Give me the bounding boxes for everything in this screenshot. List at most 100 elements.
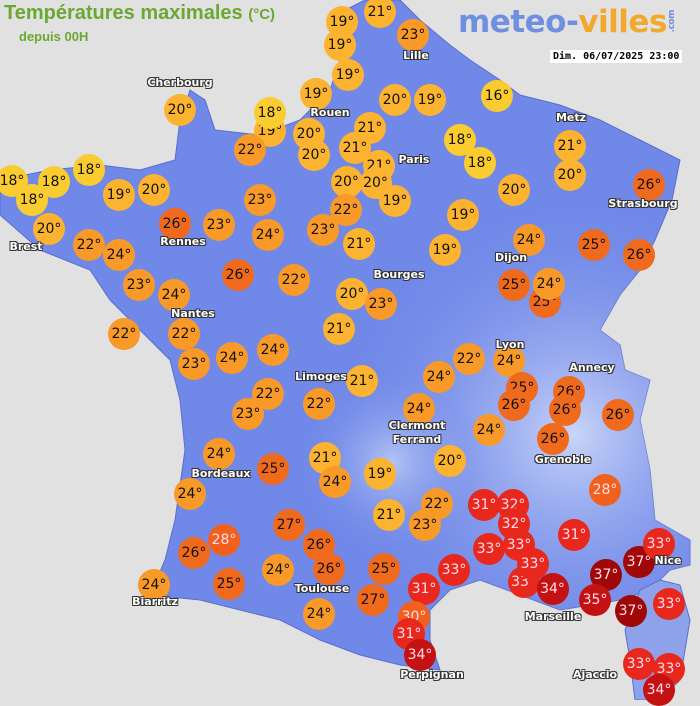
temperature-marker[interactable]: 19° bbox=[324, 29, 356, 61]
temperature-marker[interactable]: 20° bbox=[359, 167, 392, 199]
temperature-marker[interactable]: 23° bbox=[203, 209, 235, 241]
temperature-marker[interactable]: 22° bbox=[108, 318, 140, 350]
temperature-marker[interactable]: 26° bbox=[313, 553, 345, 585]
temperature-marker[interactable]: 24° bbox=[158, 279, 190, 311]
temperature-marker[interactable]: 20° bbox=[138, 174, 170, 206]
temperature-marker[interactable]: 22° bbox=[278, 264, 310, 296]
temperature-marker[interactable]: 24° bbox=[403, 393, 435, 425]
temperature-marker[interactable]: 24° bbox=[138, 569, 170, 601]
temperature-marker[interactable]: 20° bbox=[330, 166, 363, 198]
temperature-marker[interactable]: 24° bbox=[423, 361, 455, 393]
temperature-marker[interactable]: 19° bbox=[300, 78, 332, 110]
temperature-marker[interactable]: 26° bbox=[159, 208, 191, 240]
temperature-marker[interactable]: 19° bbox=[103, 179, 135, 211]
temperature-marker[interactable]: 24° bbox=[303, 598, 335, 630]
temperature-marker[interactable]: 25° bbox=[498, 269, 530, 301]
temperature-marker[interactable]: 20° bbox=[554, 159, 586, 191]
temperature-marker[interactable]: 21° bbox=[343, 228, 375, 260]
temperature-marker[interactable]: 18° bbox=[38, 166, 70, 199]
temperature-marker[interactable]: 21° bbox=[373, 499, 405, 531]
temperature-marker[interactable]: 22° bbox=[73, 229, 105, 261]
temperature-marker[interactable]: 20° bbox=[379, 84, 411, 116]
temperature-marker[interactable]: 25° bbox=[368, 553, 400, 585]
temperature-marker[interactable]: 37° bbox=[615, 595, 647, 627]
temperature-marker[interactable]: 23° bbox=[244, 184, 276, 216]
temperature-marker[interactable]: 21° bbox=[323, 313, 355, 345]
temperature-marker[interactable]: 16° bbox=[481, 80, 513, 112]
temperature-marker[interactable]: 34° bbox=[536, 573, 569, 605]
temperature-marker[interactable]: 23° bbox=[307, 214, 339, 246]
temperature-marker[interactable]: 33° bbox=[643, 527, 675, 560]
temperature-marker[interactable]: 23° bbox=[409, 509, 441, 541]
temperature-marker[interactable]: 24° bbox=[252, 219, 284, 251]
temperature-marker[interactable]: 24° bbox=[174, 478, 206, 510]
temperature-marker[interactable]: 23° bbox=[365, 288, 397, 320]
temperature-marker[interactable]: 18° bbox=[73, 154, 105, 186]
temperature-marker[interactable]: 34° bbox=[404, 639, 436, 671]
temperature-marker[interactable]: 33° bbox=[653, 588, 685, 620]
temperature-marker[interactable]: 23° bbox=[232, 398, 264, 430]
temperature-marker[interactable]: 18° bbox=[16, 184, 48, 217]
temperature-marker[interactable]: 24° bbox=[493, 345, 525, 377]
temperature-marker[interactable]: 24° bbox=[103, 239, 135, 271]
temperature-marker[interactable]: 18° bbox=[0, 164, 28, 197]
temperature-marker[interactable]: 22° bbox=[303, 388, 335, 420]
temperature-marker[interactable]: 22° bbox=[234, 134, 266, 166]
temperature-marker[interactable]: 33° bbox=[623, 648, 655, 680]
temperature-marker[interactable]: 20° bbox=[336, 278, 368, 310]
temperature-marker[interactable]: 20° bbox=[164, 94, 196, 126]
temperature-marker[interactable]: 19° bbox=[447, 199, 479, 231]
temperature-marker[interactable]: 18° bbox=[464, 147, 496, 179]
temperature-marker[interactable]: 24° bbox=[319, 466, 351, 498]
temperature-marker[interactable]: 24° bbox=[473, 414, 505, 446]
temperature-marker[interactable]: 27° bbox=[357, 584, 389, 616]
temperature-marker[interactable]: 22° bbox=[453, 343, 485, 375]
temperature-marker[interactable]: 19° bbox=[379, 185, 411, 217]
temperature-marker[interactable]: 19° bbox=[429, 234, 461, 266]
temperature-marker[interactable]: 26° bbox=[623, 239, 655, 271]
temperature-marker[interactable]: 24° bbox=[203, 438, 235, 470]
temperature-marker[interactable]: 25° bbox=[578, 229, 610, 261]
temperature-marker[interactable]: 34° bbox=[643, 674, 675, 706]
temperature-marker[interactable]: 21° bbox=[554, 130, 586, 162]
temperature-marker[interactable]: 27° bbox=[273, 509, 305, 541]
temperature-marker[interactable]: 33° bbox=[473, 533, 505, 565]
temperature-marker[interactable]: 24° bbox=[533, 267, 565, 300]
temperature-marker[interactable]: 19° bbox=[364, 458, 396, 490]
meteo-villes-logo[interactable]: meteo-villes.com bbox=[458, 4, 677, 40]
temperature-marker[interactable]: 24° bbox=[216, 342, 248, 374]
temperature-marker[interactable]: 26° bbox=[602, 399, 634, 431]
temperature-marker[interactable]: 33° bbox=[438, 554, 470, 586]
temperature-marker[interactable]: 28° bbox=[208, 524, 240, 556]
temperature-marker[interactable]: 21° bbox=[346, 365, 378, 397]
temperature-marker[interactable]: 26° bbox=[549, 394, 581, 426]
temperature-marker[interactable]: 20° bbox=[33, 213, 65, 245]
temperature-marker[interactable]: 23° bbox=[123, 269, 155, 301]
temperature-marker[interactable]: 28° bbox=[589, 474, 621, 506]
temperature-marker[interactable]: 22° bbox=[168, 318, 200, 350]
temperature-marker[interactable]: 23° bbox=[178, 348, 210, 380]
city-label: Clermont Ferrand bbox=[388, 419, 446, 446]
temperature-marker[interactable]: 20° bbox=[498, 174, 530, 206]
temperature-marker[interactable]: 20° bbox=[434, 445, 466, 477]
temperature-marker[interactable]: 31° bbox=[408, 573, 440, 605]
temperature-marker[interactable]: 26° bbox=[498, 389, 530, 421]
temperature-marker[interactable]: 18° bbox=[254, 96, 286, 129]
temperature-marker[interactable]: 24° bbox=[513, 224, 545, 256]
temperature-marker[interactable]: 21° bbox=[364, 0, 396, 28]
temperature-marker[interactable]: 31° bbox=[558, 519, 590, 551]
temperature-marker[interactable]: 35° bbox=[579, 584, 611, 616]
temperature-marker[interactable]: 26° bbox=[633, 169, 665, 201]
temperature-marker[interactable]: 26° bbox=[537, 423, 569, 455]
temperature-marker[interactable]: 24° bbox=[262, 554, 294, 586]
temperature-marker[interactable]: 19° bbox=[332, 59, 364, 91]
temperature-marker[interactable]: 31° bbox=[468, 489, 500, 521]
temperature-marker[interactable]: 26° bbox=[178, 537, 210, 569]
temperature-marker[interactable]: 24° bbox=[257, 334, 289, 366]
temperature-marker[interactable]: 23° bbox=[397, 19, 429, 51]
temperature-marker[interactable]: 20° bbox=[298, 139, 330, 171]
temperature-marker[interactable]: 25° bbox=[257, 453, 289, 485]
temperature-marker[interactable]: 19° bbox=[414, 84, 446, 116]
temperature-marker[interactable]: 26° bbox=[222, 259, 254, 291]
temperature-marker[interactable]: 25° bbox=[213, 568, 245, 600]
